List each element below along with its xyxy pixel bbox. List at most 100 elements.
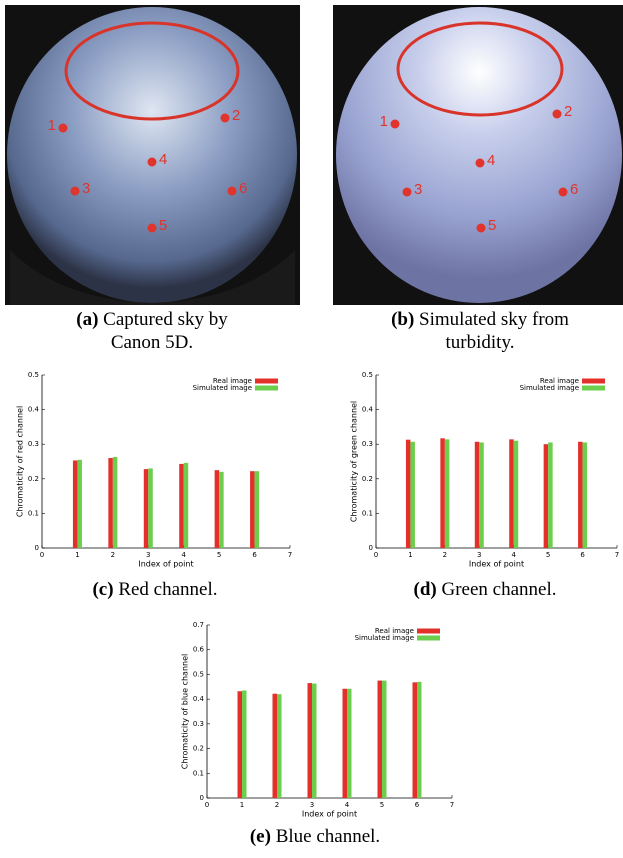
figure-canvas: 12345612345600.10.20.30.40.501234567Inde… — [0, 0, 623, 858]
bar — [544, 444, 549, 548]
bar — [312, 684, 317, 798]
x-axis-label: Index of point — [469, 560, 524, 569]
sample-point — [553, 110, 562, 119]
caption: (d) Green channel. — [360, 578, 610, 601]
x-tick-label: 1 — [75, 551, 79, 559]
bar — [347, 689, 352, 798]
x-tick-label: 1 — [408, 551, 412, 559]
x-tick-label: 4 — [511, 551, 516, 559]
x-tick-label: 5 — [546, 551, 550, 559]
x-tick-label: 2 — [275, 801, 279, 809]
legend-swatch — [582, 379, 605, 384]
figure: 12345612345600.10.20.30.40.501234567Inde… — [0, 0, 623, 858]
sample-point — [477, 224, 486, 233]
bar — [413, 682, 418, 798]
sample-point — [476, 159, 485, 168]
y-tick-label: 0.3 — [28, 440, 39, 448]
legend-label: Simulated image — [520, 384, 579, 392]
y-tick-label: 0.4 — [362, 406, 374, 414]
point-label: 2 — [232, 107, 240, 124]
y-tick-label: 0.1 — [28, 509, 39, 517]
bar — [238, 691, 243, 798]
bar — [475, 442, 480, 548]
caption-label: (c) — [92, 579, 113, 600]
sample-point — [148, 158, 157, 167]
legend-label: Simulated image — [355, 634, 414, 642]
y-tick-label: 0.4 — [193, 695, 205, 703]
y-tick-label: 0 — [35, 544, 39, 552]
simulated-sky — [336, 7, 622, 303]
y-tick-label: 0 — [369, 544, 373, 552]
legend-label: Simulated image — [193, 384, 252, 392]
point-label: 1 — [48, 117, 56, 134]
sample-point — [221, 114, 230, 123]
y-tick-label: 0.2 — [28, 475, 39, 483]
caption: (b) Simulated sky from turbidity. — [362, 308, 598, 354]
caption-text: Blue channel. — [276, 826, 380, 847]
x-tick-label: 7 — [615, 551, 619, 559]
point-label: 6 — [239, 180, 247, 197]
x-tick-label: 0 — [205, 801, 209, 809]
y-tick-label: 0.1 — [193, 769, 204, 777]
sample-point — [228, 187, 237, 196]
x-tick-label: 1 — [240, 801, 244, 809]
y-axis-label: Chromaticity of green channel — [350, 401, 359, 522]
x-tick-label: 6 — [580, 551, 585, 559]
bar — [509, 439, 514, 548]
bar — [77, 460, 82, 548]
bar — [378, 681, 383, 798]
x-tick-label: 4 — [345, 801, 350, 809]
caption-label: (a) — [76, 309, 98, 330]
bar — [445, 439, 450, 548]
y-tick-label: 0.2 — [193, 745, 204, 753]
x-tick-label: 3 — [310, 801, 314, 809]
x-tick-label: 7 — [450, 801, 454, 809]
x-tick-label: 6 — [415, 801, 420, 809]
bar — [273, 694, 278, 798]
bar — [308, 683, 313, 798]
y-axis-label: Chromaticity of blue channel — [181, 654, 190, 770]
x-tick-label: 7 — [288, 551, 292, 559]
legend-swatch — [582, 386, 605, 391]
y-tick-label: 0.2 — [362, 475, 373, 483]
x-tick-label: 2 — [111, 551, 115, 559]
bar — [144, 469, 149, 548]
bar — [417, 682, 422, 798]
point-label: 4 — [487, 152, 495, 169]
bar — [479, 442, 484, 548]
legend-swatch — [417, 629, 440, 634]
y-tick-label: 0.5 — [362, 371, 373, 379]
x-tick-label: 5 — [380, 801, 384, 809]
caption-label: (b) — [391, 309, 414, 330]
y-tick-label: 0.6 — [193, 646, 205, 654]
caption-text: Simulated sky from turbidity. — [419, 309, 569, 353]
bar — [148, 468, 153, 548]
legend-swatch — [255, 386, 278, 391]
bar — [179, 464, 184, 548]
y-tick-label: 0.7 — [193, 621, 204, 629]
point-label: 3 — [82, 180, 90, 197]
y-axis-label: Chromaticity of red channel — [16, 406, 25, 517]
caption-text: Green channel. — [441, 579, 556, 600]
bar — [514, 441, 519, 548]
sample-point — [391, 120, 400, 129]
x-tick-label: 3 — [146, 551, 150, 559]
captured-sky — [7, 7, 297, 303]
legend-swatch — [417, 636, 440, 641]
bar — [277, 694, 282, 798]
sample-point — [403, 188, 412, 197]
y-tick-label: 0.5 — [28, 371, 39, 379]
caption: (c) Red channel. — [40, 578, 270, 601]
bar — [548, 442, 553, 548]
bar — [440, 438, 445, 548]
y-tick-label: 0.3 — [362, 440, 373, 448]
bar — [410, 442, 415, 548]
caption-text: Captured sky by Canon 5D. — [103, 309, 228, 353]
x-tick-label: 3 — [477, 551, 481, 559]
legend-swatch — [255, 379, 278, 384]
bar — [113, 457, 118, 548]
bar — [250, 471, 255, 548]
bar — [406, 440, 411, 548]
bar — [583, 442, 588, 548]
sample-point — [71, 187, 80, 196]
